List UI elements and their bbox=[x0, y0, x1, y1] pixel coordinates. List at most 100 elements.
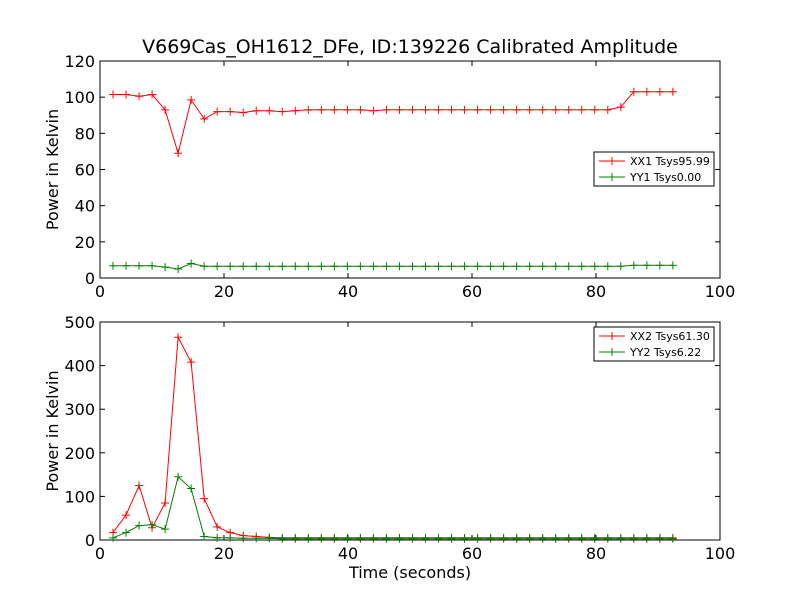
data-point bbox=[200, 262, 209, 271]
data-point bbox=[538, 262, 547, 271]
data-point bbox=[109, 533, 118, 542]
data-point bbox=[187, 95, 196, 104]
data-point bbox=[590, 534, 599, 543]
data-point bbox=[187, 259, 196, 268]
data-point bbox=[603, 105, 612, 114]
data-point bbox=[213, 533, 222, 542]
data-point bbox=[551, 105, 560, 114]
data-point bbox=[148, 261, 157, 270]
data-point bbox=[226, 533, 235, 542]
x-tick-label: 0 bbox=[95, 544, 105, 563]
y-tick-label: 100 bbox=[64, 88, 95, 107]
y-tick-label: 300 bbox=[64, 400, 95, 419]
x-tick-label: 100 bbox=[705, 544, 736, 563]
legend-swatch-marker bbox=[608, 332, 616, 340]
data-point bbox=[252, 262, 261, 271]
data-point bbox=[122, 90, 131, 99]
data-point bbox=[265, 534, 274, 543]
x-tick-label: 80 bbox=[586, 544, 606, 563]
legend-swatch-marker bbox=[608, 348, 616, 356]
y-tick-label: 80 bbox=[75, 124, 95, 143]
data-point bbox=[668, 534, 677, 543]
data-point bbox=[421, 534, 430, 543]
data-point bbox=[200, 532, 209, 541]
y-axis-label: Power in Kelvin bbox=[43, 370, 62, 491]
y-tick-label: 500 bbox=[64, 313, 95, 332]
data-point bbox=[265, 262, 274, 271]
data-point bbox=[421, 105, 430, 114]
data-point bbox=[616, 262, 625, 271]
data-point bbox=[382, 262, 391, 271]
data-point bbox=[460, 534, 469, 543]
legend-entry: XX1 Tsys95.99 bbox=[630, 155, 710, 168]
data-point bbox=[499, 105, 508, 114]
y-tick-label: 400 bbox=[64, 357, 95, 376]
data-point bbox=[577, 534, 586, 543]
data-point bbox=[239, 262, 248, 271]
data-point bbox=[538, 105, 547, 114]
bottom-panel: 0 20 40 60 80 100 0 100 200 300 400 500 Power in Kel… bbox=[43, 313, 735, 582]
data-point bbox=[395, 262, 404, 271]
data-point bbox=[434, 534, 443, 543]
data-point bbox=[356, 262, 365, 271]
legend-box bbox=[593, 151, 715, 187]
data-point bbox=[161, 525, 170, 534]
x-axis-label: Time (seconds) bbox=[348, 563, 471, 582]
data-point bbox=[109, 261, 118, 270]
data-point bbox=[525, 262, 534, 271]
data-point bbox=[395, 105, 404, 114]
data-point bbox=[668, 261, 677, 270]
data-point bbox=[239, 534, 248, 543]
legend-entry: YY1 Tsys0.00 bbox=[629, 171, 701, 184]
data-point bbox=[187, 484, 196, 493]
y-axis-label: Power in Kelvin bbox=[43, 109, 62, 230]
data-point bbox=[538, 534, 547, 543]
data-point bbox=[278, 534, 287, 543]
data-point bbox=[551, 534, 560, 543]
data-point bbox=[460, 262, 469, 271]
data-point bbox=[213, 522, 222, 531]
data-point bbox=[343, 105, 352, 114]
data-point bbox=[421, 262, 430, 271]
data-point bbox=[343, 262, 352, 271]
data-point bbox=[642, 534, 651, 543]
y-tick-label: 0 bbox=[85, 531, 95, 550]
data-point bbox=[369, 106, 378, 115]
x-tick-label: 40 bbox=[338, 282, 358, 301]
data-point bbox=[499, 262, 508, 271]
data-point bbox=[304, 262, 313, 271]
data-point bbox=[408, 534, 417, 543]
data-point bbox=[512, 262, 521, 271]
plot-frame bbox=[99, 321, 721, 541]
data-point bbox=[486, 534, 495, 543]
data-point bbox=[174, 472, 183, 481]
data-point bbox=[135, 92, 144, 101]
data-point bbox=[239, 108, 248, 117]
data-point bbox=[577, 262, 586, 271]
data-point bbox=[564, 534, 573, 543]
x-tick-label: 20 bbox=[214, 282, 234, 301]
data-point bbox=[473, 105, 482, 114]
data-point bbox=[122, 511, 131, 520]
data-point bbox=[161, 105, 170, 114]
chart-title: V669Cas_OH1612_DFe, ID:139226 Calibrated… bbox=[142, 36, 678, 58]
data-point bbox=[330, 262, 339, 271]
data-point bbox=[200, 494, 209, 503]
data-point bbox=[629, 261, 638, 270]
data-point bbox=[473, 534, 482, 543]
data-point bbox=[304, 534, 313, 543]
data-point bbox=[161, 263, 170, 272]
data-point bbox=[304, 105, 313, 114]
data-point bbox=[395, 534, 404, 543]
data-point bbox=[473, 262, 482, 271]
data-point bbox=[200, 114, 209, 123]
data-point bbox=[655, 534, 664, 543]
data-point bbox=[655, 87, 664, 96]
data-point bbox=[317, 534, 326, 543]
y-tick-label: 0 bbox=[85, 269, 95, 288]
data-point bbox=[447, 534, 456, 543]
data-point bbox=[486, 262, 495, 271]
data-point bbox=[525, 534, 534, 543]
data-point bbox=[369, 534, 378, 543]
